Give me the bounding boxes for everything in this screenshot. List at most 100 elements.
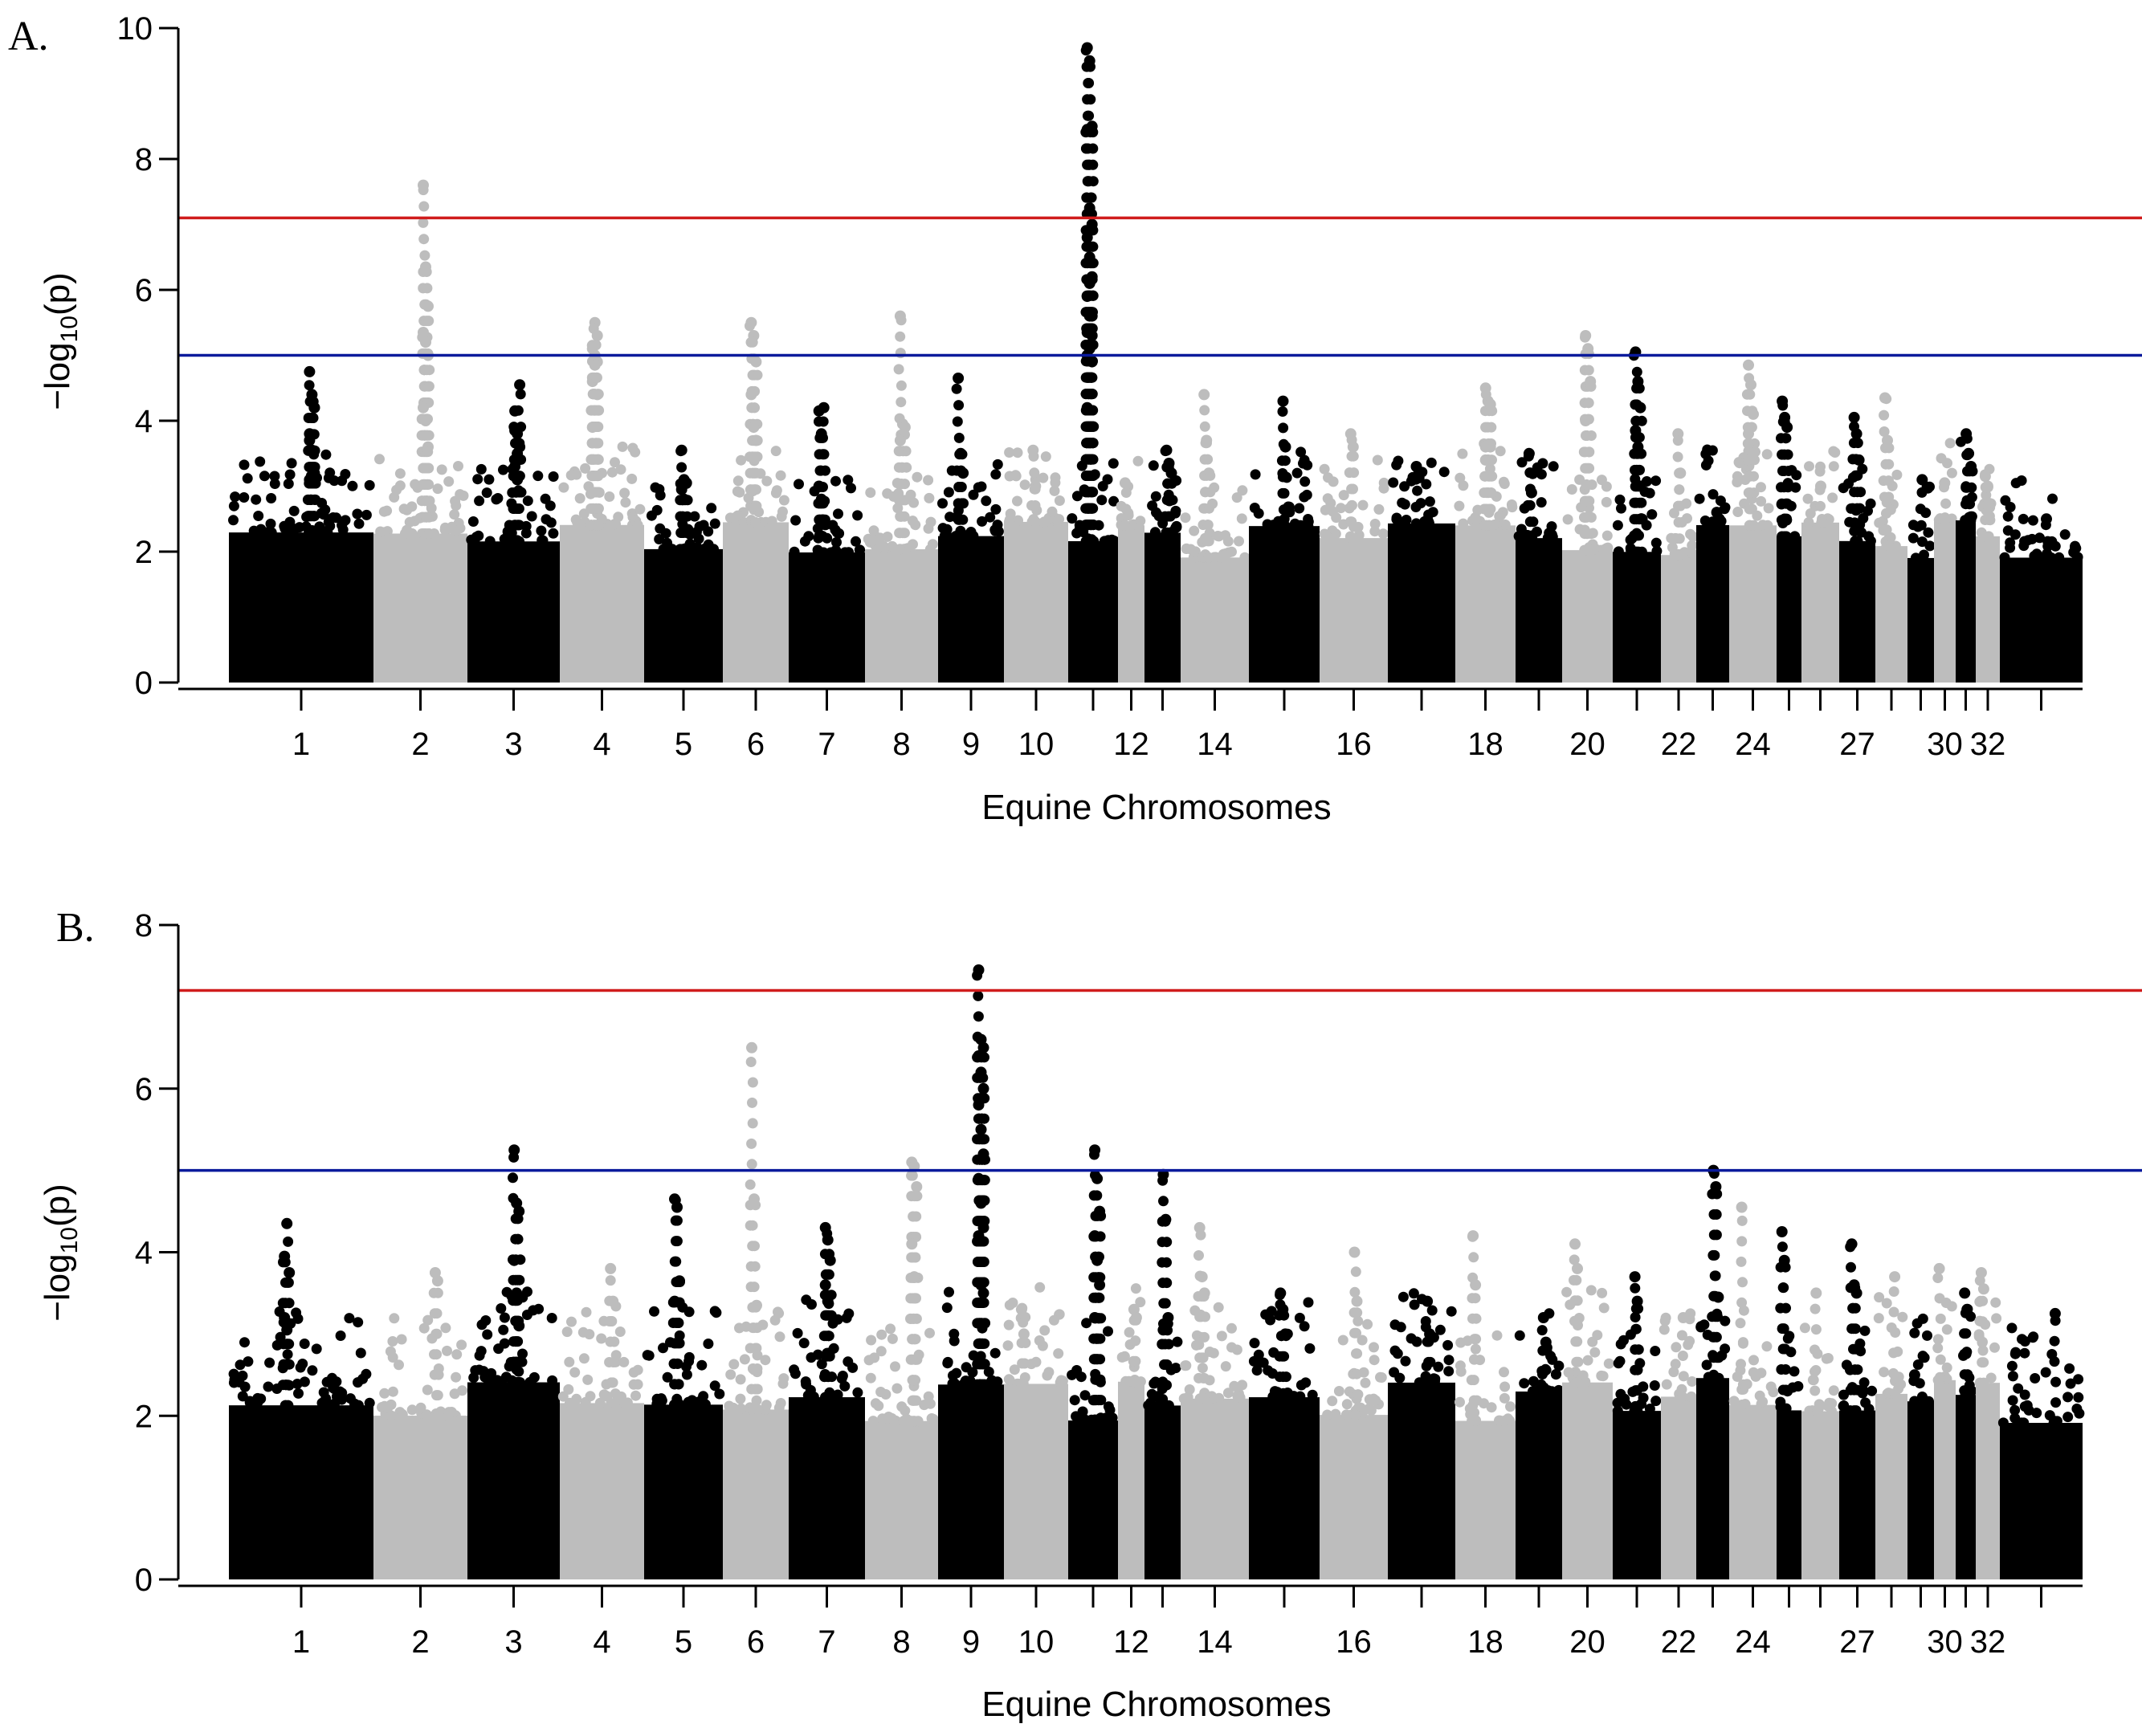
- snp-point: [953, 400, 965, 411]
- snp-point: [1392, 1348, 1403, 1359]
- snp-point: [451, 1349, 463, 1360]
- snp-point: [1319, 528, 1330, 540]
- snp-point: [896, 462, 908, 473]
- peak-snp-point: [977, 1221, 989, 1233]
- snp-point: [909, 1416, 920, 1427]
- snp-point: [422, 463, 434, 474]
- snp-point: [1083, 471, 1094, 481]
- snp-point: [1231, 492, 1242, 503]
- snp-point: [239, 1381, 251, 1392]
- snp-point: [1978, 1357, 1989, 1368]
- snp-point: [1828, 461, 1839, 472]
- snp-point: [364, 479, 375, 491]
- snp-point: [1469, 1354, 1480, 1365]
- snp-point: [1486, 422, 1497, 433]
- snp-point: [1500, 1415, 1512, 1426]
- snp-point: [522, 495, 533, 507]
- snp-point: [2065, 1378, 2076, 1389]
- snp-point: [896, 315, 907, 326]
- snp-point: [2019, 1389, 2030, 1400]
- snp-point: [1633, 1303, 1644, 1314]
- snp-point: [1352, 1307, 1363, 1318]
- snp-point: [1083, 78, 1094, 88]
- snp-point: [571, 469, 582, 480]
- snp-point: [1330, 528, 1341, 540]
- snp-point: [484, 536, 496, 547]
- chromosome-17-points: [1388, 1288, 1457, 1579]
- snp-point: [843, 547, 855, 558]
- snp-point: [1157, 1175, 1169, 1186]
- snp-point: [671, 1236, 683, 1247]
- snp-point: [1916, 487, 1928, 498]
- snp-point: [689, 511, 700, 522]
- snp-point: [1579, 511, 1589, 523]
- snp-point: [2016, 1417, 2027, 1428]
- snp-point: [1085, 94, 1096, 105]
- snp-point: [468, 1372, 479, 1384]
- x-tick-label: 3: [504, 1624, 522, 1660]
- snp-point: [749, 1261, 761, 1272]
- snp-point: [1630, 432, 1641, 443]
- snp-point: [1204, 528, 1215, 539]
- snp-point: [1737, 1379, 1748, 1390]
- snp-point: [1852, 1364, 1863, 1375]
- snp-point: [1777, 1404, 1789, 1416]
- snp-point: [1108, 536, 1120, 546]
- y-axis-title-suffix: (p): [38, 272, 77, 316]
- snp-point: [1019, 479, 1030, 491]
- peak-snp-point: [1525, 487, 1537, 499]
- snp-point: [1348, 467, 1360, 479]
- snp-point: [1897, 1311, 1908, 1322]
- snp-point: [546, 1313, 557, 1323]
- snp-point: [893, 364, 904, 375]
- peak-snp-point: [1677, 1312, 1689, 1323]
- snp-point: [421, 267, 432, 277]
- snp-point: [1327, 1396, 1338, 1407]
- snp-point: [255, 456, 266, 467]
- snp-point: [2027, 1332, 2038, 1343]
- snp-point: [422, 495, 433, 507]
- snp-point: [1528, 516, 1539, 528]
- snp-point: [747, 1220, 758, 1231]
- snp-point: [1990, 1297, 2001, 1308]
- snp-point: [1514, 1330, 1525, 1341]
- snp-point: [400, 528, 410, 539]
- snp-point: [865, 487, 876, 498]
- snp-point: [892, 503, 904, 514]
- snp-point: [2042, 536, 2054, 547]
- snp-point: [1777, 1241, 1788, 1253]
- snp-point: [347, 480, 358, 491]
- snp-point: [1039, 516, 1051, 528]
- snp-point: [1170, 1363, 1181, 1374]
- snp-point: [1172, 1336, 1183, 1347]
- snp-point: [893, 446, 904, 457]
- snp-point: [1086, 290, 1096, 301]
- snp-point: [1468, 1375, 1479, 1386]
- snp-point: [545, 500, 556, 511]
- snp-point: [867, 1416, 879, 1427]
- snp-point: [1279, 1351, 1290, 1362]
- peak-snp-point: [1091, 1172, 1104, 1184]
- snp-point: [1989, 1342, 2000, 1353]
- peak-snp-point: [1748, 408, 1759, 420]
- snp-point: [512, 536, 524, 547]
- snp-point: [752, 1322, 763, 1334]
- snp-density-band: [467, 541, 560, 683]
- x-tick-label: 5: [675, 1624, 692, 1660]
- peak-snp-point: [1853, 454, 1865, 466]
- snp-point: [498, 464, 508, 475]
- snp-point: [1888, 1347, 1899, 1359]
- chromosome-18-points: [1454, 382, 1518, 683]
- snp-point: [908, 1272, 920, 1283]
- snp-point: [418, 185, 429, 196]
- snp-point: [714, 1388, 725, 1400]
- snp-point: [1783, 466, 1794, 476]
- snp-point: [677, 511, 688, 522]
- snp-point: [1130, 1355, 1141, 1367]
- peak-snp-point: [746, 1041, 757, 1053]
- snp-point: [474, 1350, 485, 1361]
- snp-point: [1161, 1237, 1173, 1248]
- chromosome-11-points: [1067, 1144, 1118, 1579]
- snp-point: [650, 482, 661, 493]
- peak-snp-point: [1776, 1226, 1788, 1237]
